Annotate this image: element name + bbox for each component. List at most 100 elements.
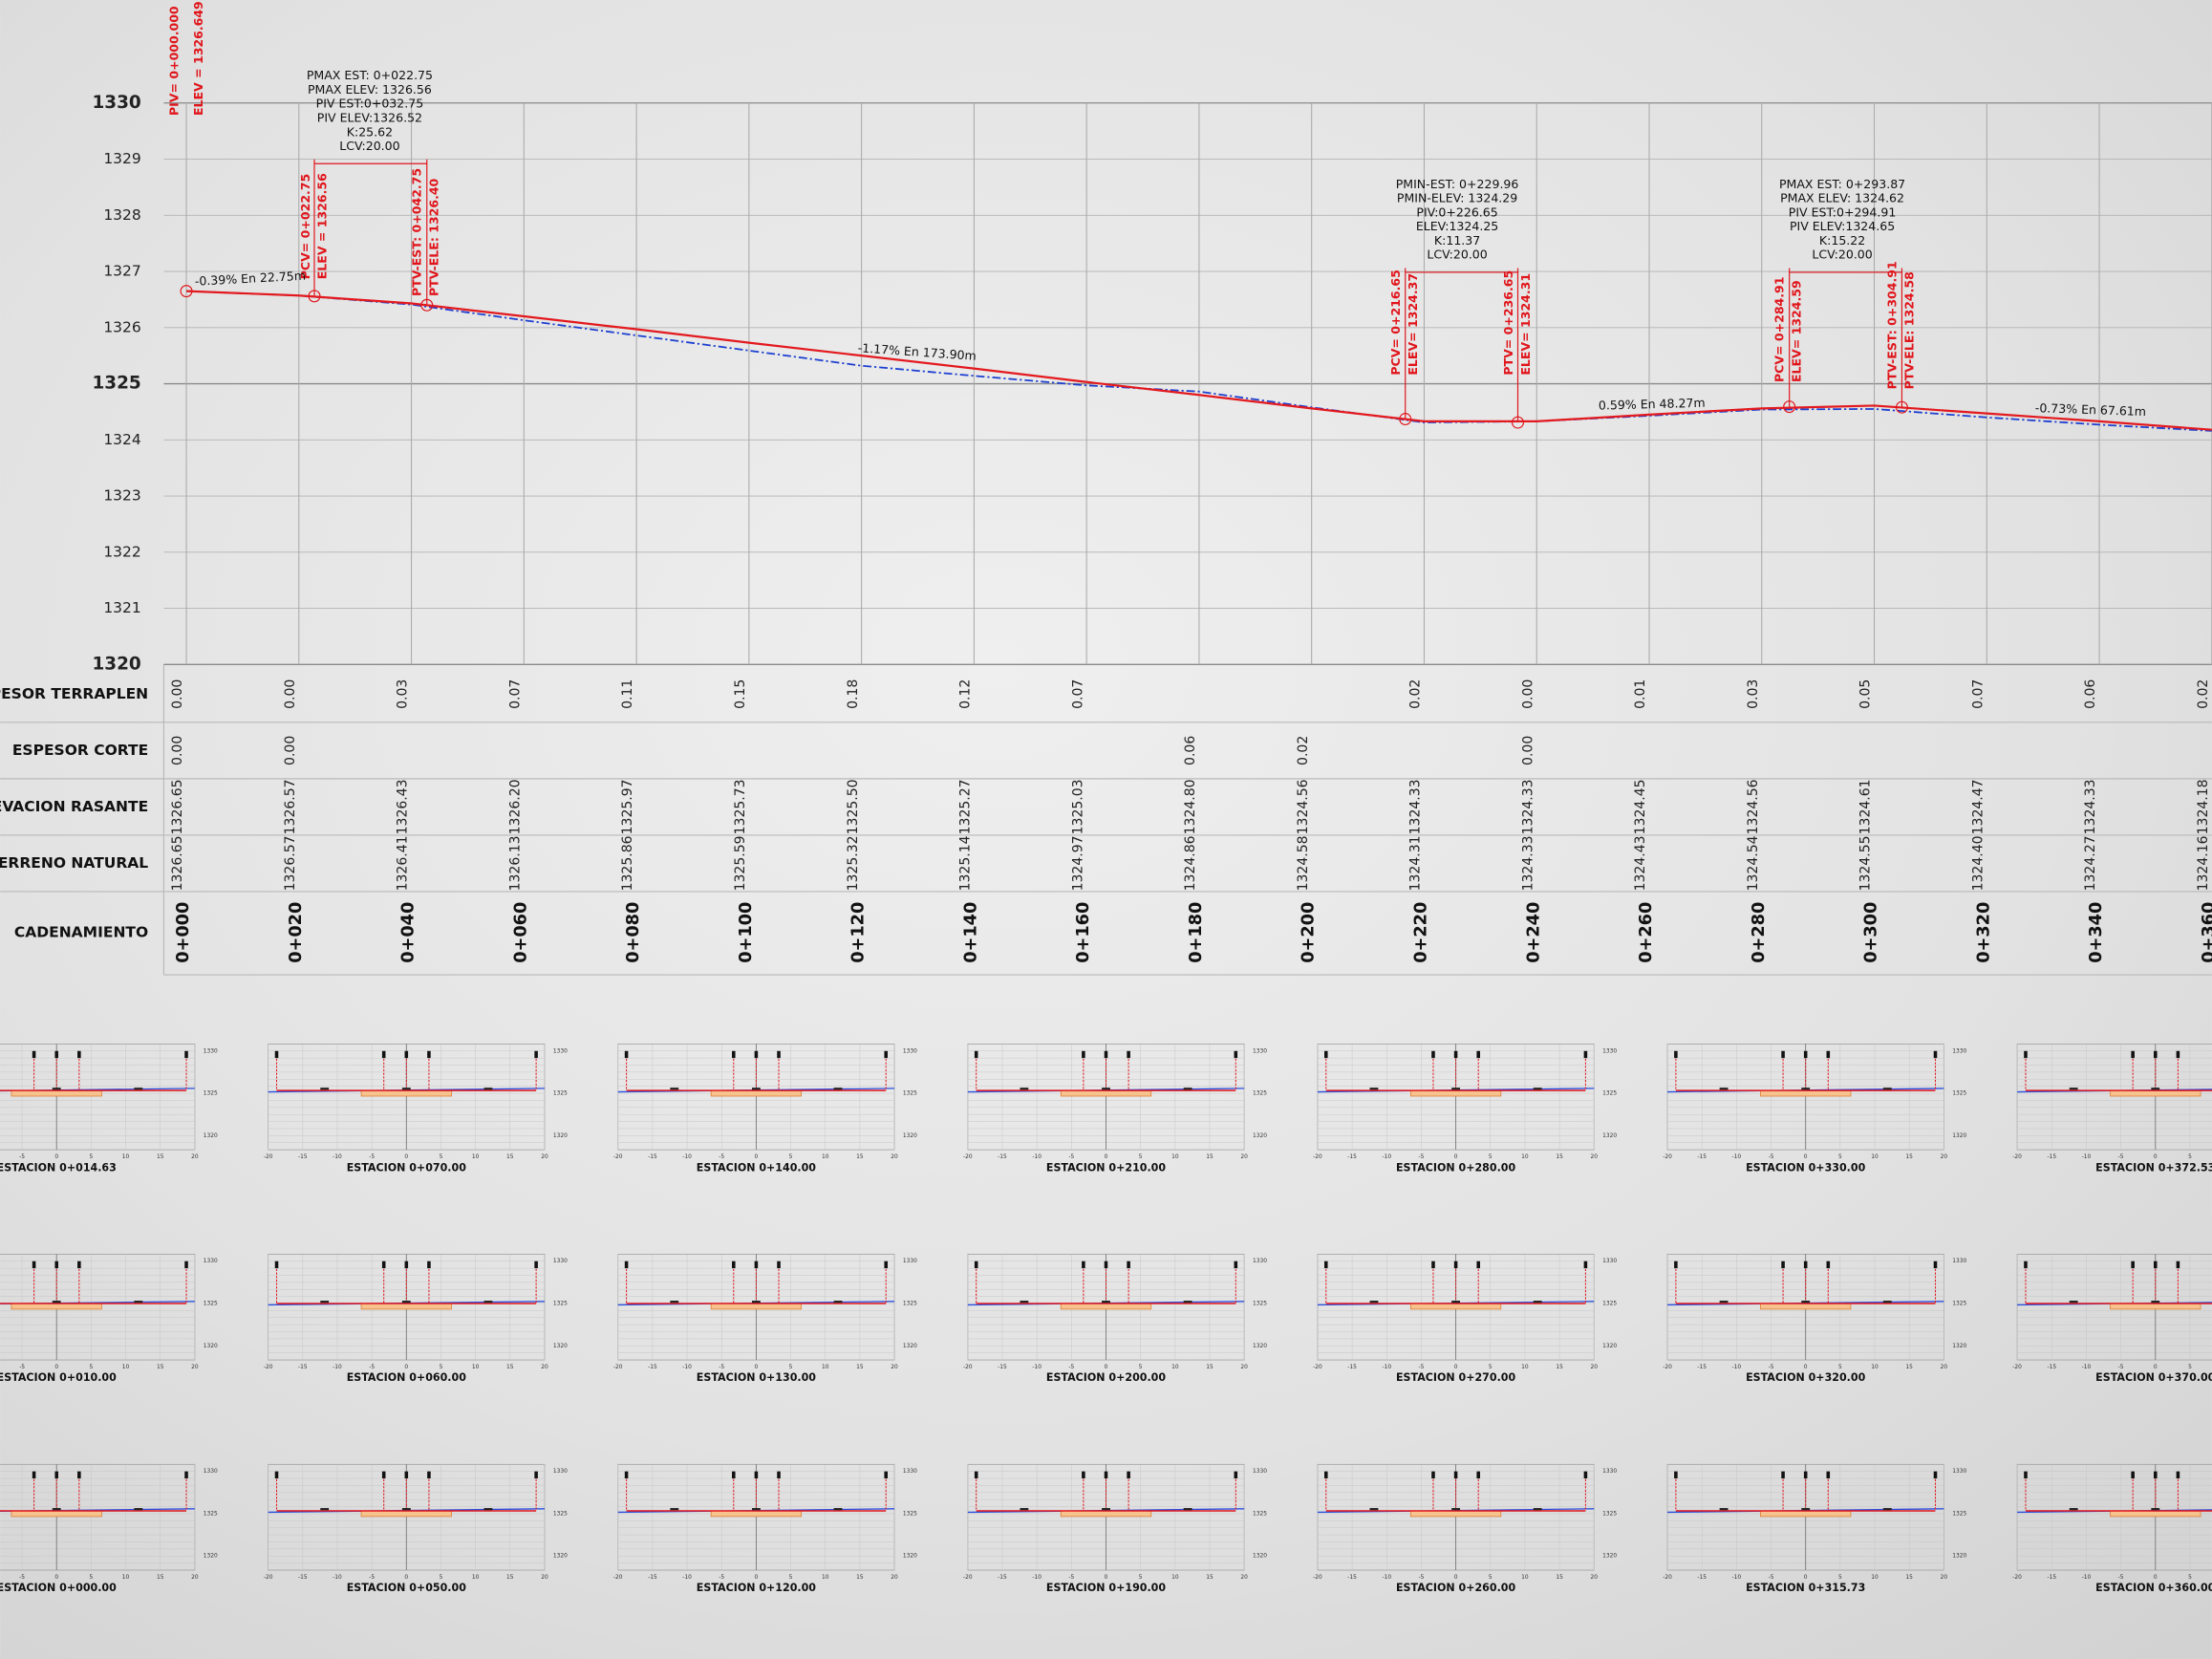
section-x-tick: -10 bbox=[2082, 1154, 2092, 1160]
table-cell: 0.00 bbox=[283, 736, 298, 765]
row-label: CADENAMIENTO bbox=[14, 923, 148, 940]
section-x-tick: -15 bbox=[1697, 1154, 1707, 1160]
section-x-tick: -10 bbox=[1382, 1154, 1391, 1160]
section-x-tick: -10 bbox=[1032, 1365, 1042, 1370]
table-frame bbox=[0, 664, 2212, 976]
section-x-tick: -20 bbox=[613, 1154, 623, 1160]
section-x-tick: -15 bbox=[2047, 1365, 2056, 1370]
table-cell: 1324.43 bbox=[1633, 835, 1648, 891]
section-y-tick: 1330 bbox=[1952, 1469, 1966, 1475]
table-cell: 0.03 bbox=[396, 679, 411, 709]
table-cell: 0.02 bbox=[1408, 679, 1424, 709]
section-marker bbox=[884, 1471, 888, 1479]
section-y-tick: 1325 bbox=[1952, 1511, 1966, 1517]
section-y-tick: 1330 bbox=[1952, 1259, 1966, 1264]
section-marker bbox=[184, 1050, 188, 1059]
cross-section: -20-15-10-505101520133013251320ESTACION … bbox=[0, 1253, 218, 1384]
section-marker bbox=[1082, 1260, 1085, 1269]
section-marker bbox=[1781, 1050, 1785, 1059]
section-body bbox=[2110, 1510, 2201, 1518]
section-x-tick: 10 bbox=[472, 1575, 480, 1581]
section-marker bbox=[1104, 1471, 1108, 1479]
section-x-tick: -5 bbox=[1769, 1575, 1774, 1581]
section-marker bbox=[1127, 1471, 1130, 1479]
section-x-tick: -10 bbox=[333, 1365, 342, 1370]
section-marker bbox=[624, 1260, 629, 1269]
section-marker bbox=[1431, 1050, 1435, 1059]
x-tick-label: 0+280 bbox=[1750, 902, 1769, 963]
section-y-tick: 1330 bbox=[1602, 1469, 1617, 1475]
y-tick-label: 1327 bbox=[103, 263, 140, 280]
section-x-tick: -20 bbox=[613, 1575, 623, 1581]
section-marker bbox=[32, 1471, 36, 1479]
section-y-tick: 1330 bbox=[553, 1469, 568, 1475]
section-marker bbox=[1583, 1050, 1588, 1059]
section-marker bbox=[2069, 1301, 2078, 1304]
section-marker bbox=[1431, 1260, 1435, 1269]
section-marker bbox=[1801, 1301, 1811, 1304]
section-marker bbox=[670, 1508, 679, 1511]
section-marker bbox=[2024, 1260, 2028, 1269]
section-x-tick: 5 bbox=[789, 1365, 793, 1370]
section-x-tick: 15 bbox=[506, 1365, 514, 1370]
table-cell: 1324.40 bbox=[1970, 835, 1986, 891]
section-x-tick: 15 bbox=[1556, 1575, 1563, 1581]
table-cell: 1325.14 bbox=[958, 835, 974, 891]
section-marker bbox=[1102, 1301, 1110, 1304]
curve-info: PMIN-ELEV: 1324.29 bbox=[1397, 191, 1517, 205]
section-x-tick: -5 bbox=[19, 1575, 25, 1581]
section-x-tick: 15 bbox=[1206, 1365, 1213, 1370]
grade-line bbox=[185, 290, 2212, 431]
section-marker bbox=[381, 1050, 386, 1059]
x-tick-label: 0+300 bbox=[1862, 902, 1881, 963]
section-body bbox=[1060, 1089, 1152, 1097]
section-x-tick: 10 bbox=[472, 1365, 480, 1370]
section-x-tick: -15 bbox=[298, 1365, 308, 1370]
section-marker bbox=[483, 1088, 493, 1090]
section-marker bbox=[754, 1050, 759, 1059]
section-marker bbox=[274, 1471, 279, 1479]
section-marker bbox=[404, 1260, 409, 1269]
section-marker bbox=[320, 1508, 330, 1511]
section-y-tick: 1325 bbox=[204, 1302, 218, 1307]
section-marker bbox=[833, 1508, 843, 1511]
section-x-tick: -10 bbox=[333, 1154, 342, 1160]
section-y-tick: 1325 bbox=[1952, 1302, 1966, 1307]
section-x-tick: -5 bbox=[719, 1575, 724, 1581]
table-cell: 1324.18 bbox=[2196, 779, 2211, 834]
section-marker bbox=[52, 1508, 61, 1511]
section-x-tick: -10 bbox=[682, 1365, 692, 1370]
table-cell: 0.18 bbox=[846, 679, 861, 709]
section-x-tick: -20 bbox=[1313, 1365, 1322, 1370]
section-marker bbox=[1102, 1088, 1110, 1090]
section-x-tick: 5 bbox=[440, 1575, 443, 1581]
section-x-tick: -15 bbox=[648, 1365, 657, 1370]
section-y-tick: 1320 bbox=[553, 1554, 568, 1560]
section-x-tick: 10 bbox=[822, 1575, 829, 1581]
section-y-tick: 1320 bbox=[1253, 1344, 1267, 1349]
section-y-tick: 1330 bbox=[903, 1259, 917, 1264]
section-marker bbox=[134, 1508, 143, 1511]
section-x-tick: 0 bbox=[1804, 1154, 1808, 1160]
section-marker bbox=[751, 1088, 761, 1090]
curve-info: PIV:0+226.65 bbox=[1416, 205, 1497, 219]
section-marker bbox=[1882, 1301, 1892, 1304]
section-x-tick: 15 bbox=[157, 1575, 164, 1581]
section-marker bbox=[1234, 1260, 1238, 1269]
section-marker bbox=[1183, 1301, 1192, 1304]
section-x-tick: -20 bbox=[264, 1154, 273, 1160]
section-marker bbox=[1826, 1260, 1831, 1269]
table-cell: 1326.65 bbox=[170, 779, 185, 834]
section-x-tick: 0 bbox=[2154, 1575, 2158, 1581]
table-cell: 1324.80 bbox=[1183, 779, 1198, 834]
ground-line bbox=[185, 290, 2212, 432]
section-marker bbox=[1453, 1050, 1458, 1059]
table-cell: 0.00 bbox=[170, 679, 185, 709]
x-tick-label: 0+340 bbox=[2087, 902, 2106, 963]
table-cell: 1324.47 bbox=[1970, 779, 1986, 834]
